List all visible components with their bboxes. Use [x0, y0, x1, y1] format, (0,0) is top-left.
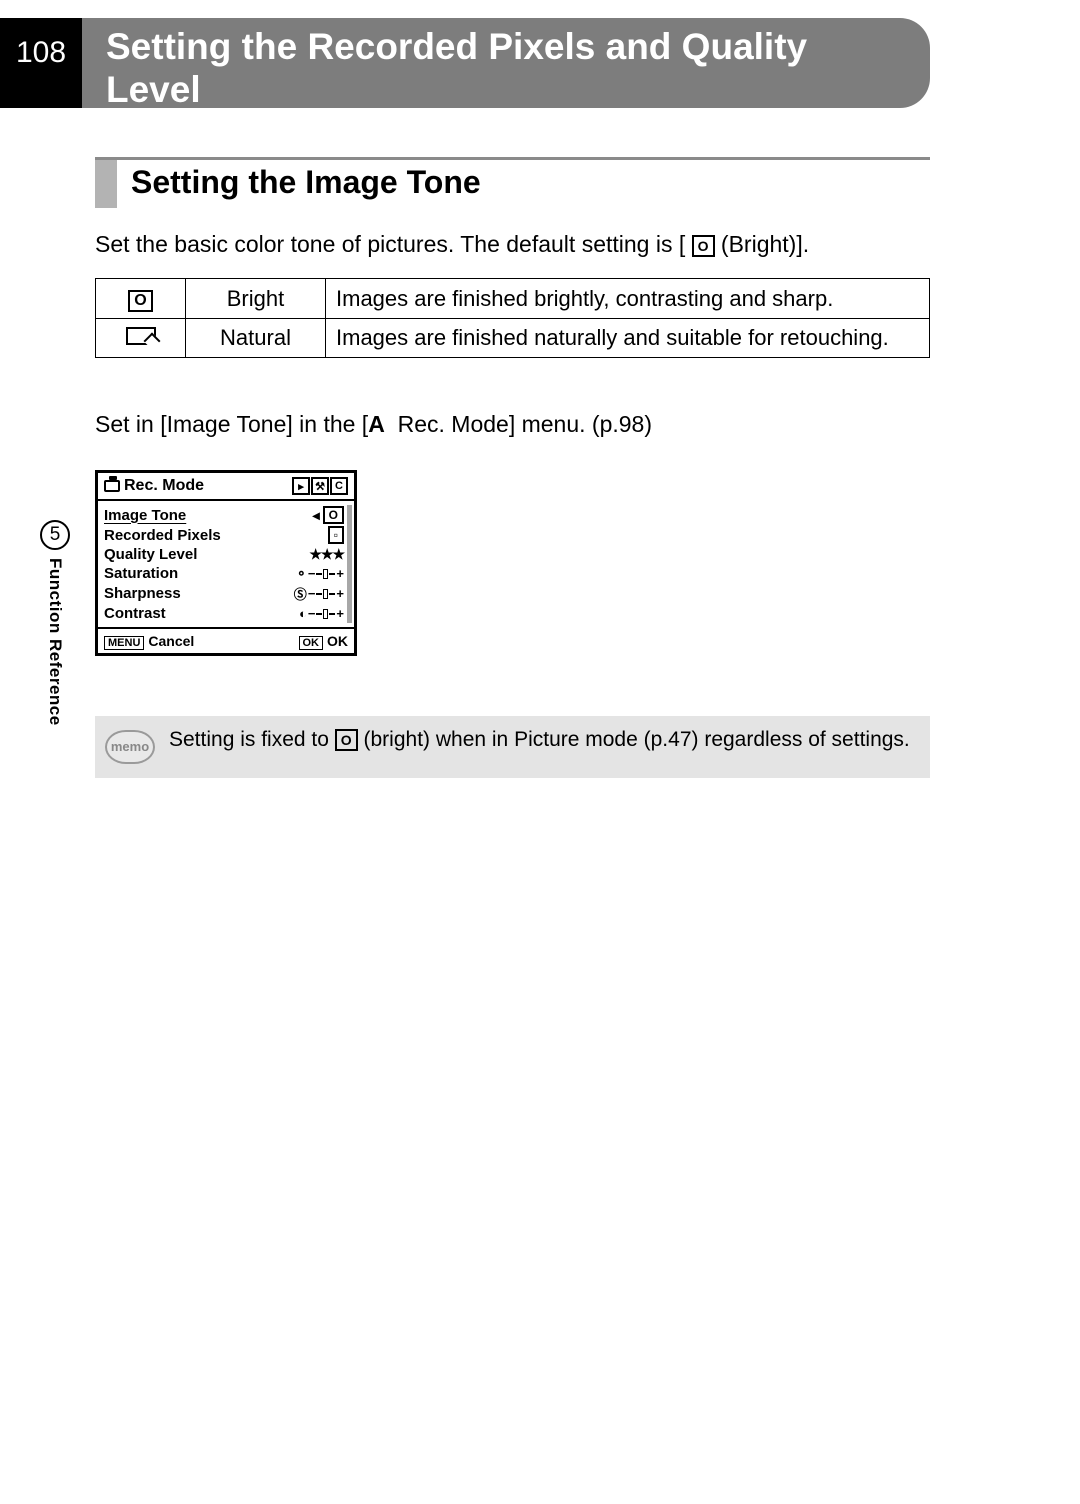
camera-menu-title: Rec. Mode: [104, 477, 204, 495]
camera-menu-titlebar: Rec. Mode ▸ ⚒ C: [98, 473, 354, 499]
tone-icon-cell: [96, 319, 186, 358]
camera-icon: [104, 480, 120, 492]
camera-menu-footer: MENU Cancel OKOK: [98, 627, 354, 653]
tone-desc-cell: Images are finished naturally and suitab…: [326, 319, 930, 358]
chapter-number: 5: [40, 520, 70, 550]
table-row: O Bright Images are finished brightly, c…: [96, 279, 930, 319]
footer-cancel-text: Cancel: [148, 633, 194, 649]
tone-icon-cell: O: [96, 279, 186, 319]
menu-item-label: Sharpness: [104, 585, 181, 602]
slider-prefix-icon: ◐: [299, 606, 307, 621]
side-chapter-tab: 5 Function Reference: [40, 520, 70, 726]
scrollbar: [347, 505, 352, 623]
section-header: Setting the Image Tone: [95, 157, 930, 208]
camera-menu-screenshot: Rec. Mode ▸ ⚒ C Image Tone ◂ O Recorded …: [95, 470, 357, 656]
memo-text-post: (bright) when in Picture mode (p.47) reg…: [364, 728, 910, 751]
memo-icon: memo: [105, 730, 155, 764]
memo-text: Setting is fixed to O (bright) when in P…: [169, 726, 910, 754]
intro-pre: Set the basic color tone of pictures. Th…: [95, 231, 685, 257]
bright-tone-icon: O: [128, 290, 152, 312]
memo-note: memo Setting is fixed to O (bright) when…: [95, 716, 930, 778]
bright-tone-icon: O: [335, 729, 358, 751]
menu-item-value: ★★★: [309, 546, 344, 563]
camera-menu-tab: ⚒: [311, 477, 329, 495]
intro-text: Set the basic color tone of pictures. Th…: [95, 228, 930, 260]
slider-prefix-icon: Ⓢ: [294, 584, 307, 603]
camera-menu-body: Image Tone ◂ O Recorded Pixels ▫ Quality…: [98, 499, 354, 627]
bright-tone-icon: O: [692, 235, 715, 257]
menu-item-label: Quality Level: [104, 546, 197, 563]
footer-cancel: MENU Cancel: [104, 633, 194, 649]
section-header-text: Setting the Image Tone: [131, 160, 481, 208]
section-header-accent-bar: [95, 160, 117, 208]
menu-item-value: ⚬ −+: [296, 566, 344, 582]
menu-item-sharpness: Sharpness Ⓢ −+: [104, 583, 344, 604]
menu-hint-bold: A: [368, 411, 385, 437]
menu-item-image-tone: Image Tone ◂ O: [104, 505, 344, 525]
camera-menu-title-text: Rec. Mode: [124, 477, 204, 495]
intro-post: (Bright)].: [721, 231, 809, 257]
page-title: Setting the Recorded Pixels and Quality …: [82, 18, 930, 108]
camera-menu-tabs: ▸ ⚒ C: [292, 477, 348, 495]
memo-text-pre: Setting is fixed to: [169, 728, 335, 751]
menu-hint-pre: Set in [Image Tone] in the [: [95, 411, 368, 437]
natural-tone-icon: [126, 327, 156, 345]
camera-menu-tab: ▸: [292, 477, 310, 495]
menu-item-contrast: Contrast ◐ −+: [104, 604, 344, 623]
menu-item-label: Saturation: [104, 565, 178, 582]
menu-item-value: Ⓢ −+: [294, 584, 344, 603]
menu-item-saturation: Saturation ⚬ −+: [104, 564, 344, 583]
page-number: 108: [0, 18, 82, 108]
tone-label-cell: Natural: [186, 319, 326, 358]
menu-item-quality-level: Quality Level ★★★: [104, 545, 344, 564]
table-row: Natural Images are finished naturally an…: [96, 319, 930, 358]
tone-desc-cell: Images are finished brightly, contrastin…: [326, 279, 930, 319]
menu-item-recorded-pixels: Recorded Pixels ▫: [104, 525, 344, 545]
tone-label-cell: Bright: [186, 279, 326, 319]
footer-ok: OKOK: [299, 633, 349, 649]
chapter-label: Function Reference: [45, 558, 65, 726]
menu-item-label: Recorded Pixels: [104, 527, 221, 544]
ok-button-icon: OK: [299, 636, 324, 650]
menu-button-icon: MENU: [104, 636, 144, 650]
camera-menu-tab: C: [330, 477, 348, 495]
menu-item-value: ◂ O: [313, 506, 344, 524]
menu-item-label: Contrast: [104, 605, 166, 622]
menu-item-label: Image Tone: [104, 507, 186, 524]
menu-location-hint: Set in [Image Tone] in the [A Rec. Mode]…: [95, 411, 930, 438]
menu-hint-post: Rec. Mode] menu. (p.98): [385, 411, 652, 437]
bright-tone-icon: O: [323, 506, 344, 524]
slider-prefix-icon: ⚬: [296, 566, 307, 582]
footer-ok-text: OK: [327, 633, 348, 649]
menu-item-value: ▫: [328, 526, 344, 544]
tone-table: O Bright Images are finished brightly, c…: [95, 278, 930, 358]
menu-item-value: ◐ −+: [299, 606, 344, 621]
